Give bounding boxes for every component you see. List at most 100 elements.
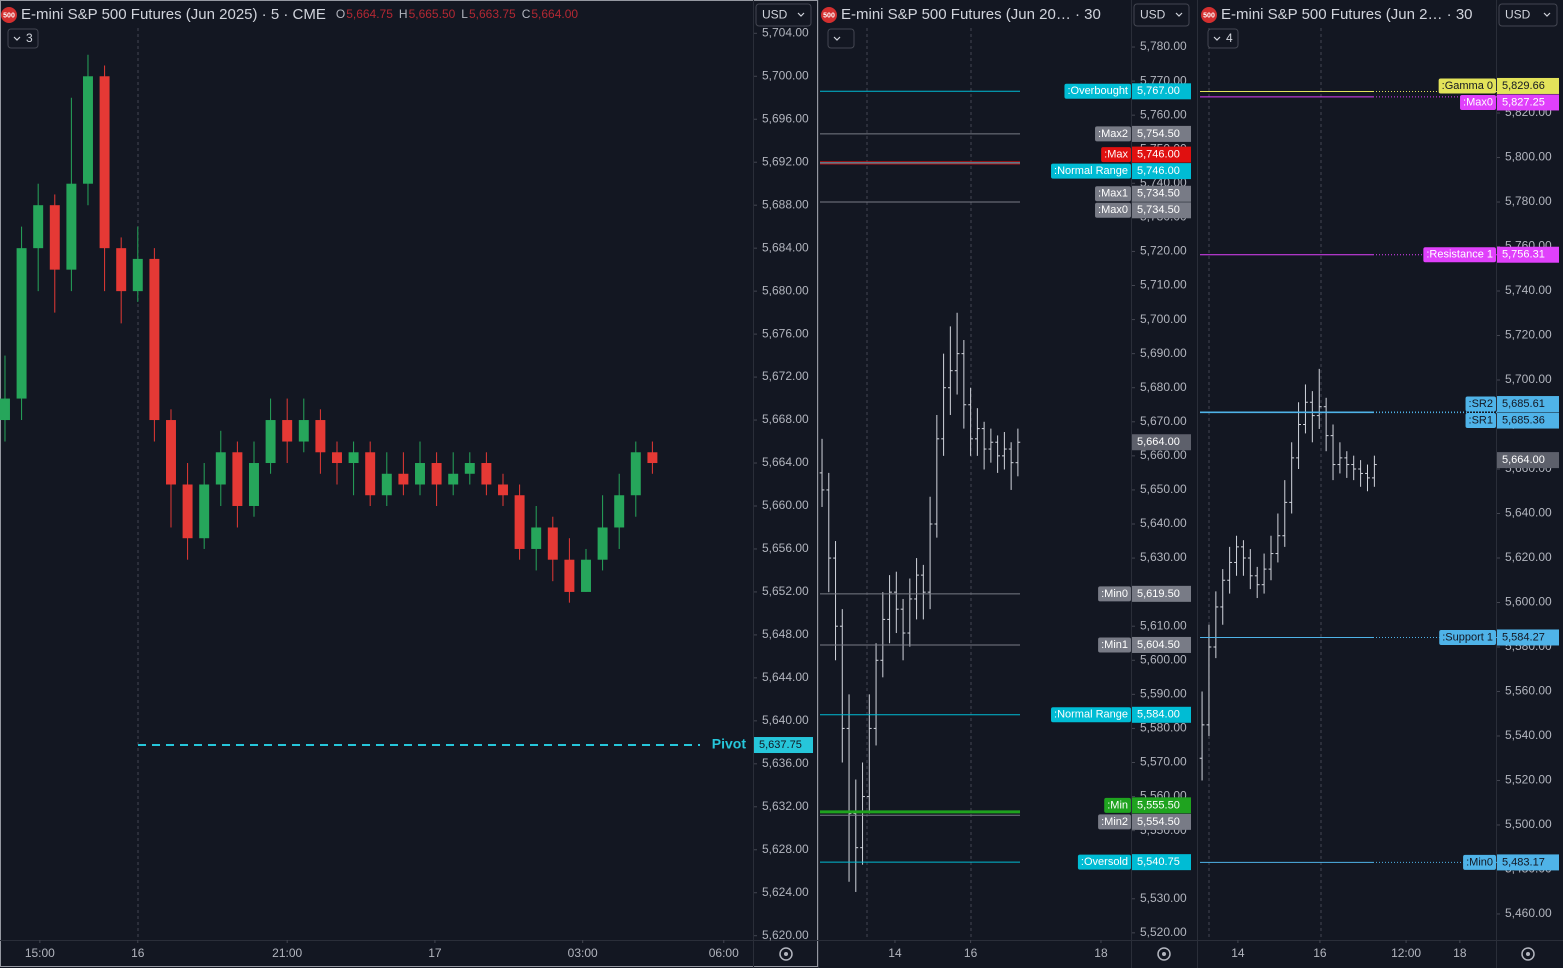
currency-label[interactable]: USD <box>1140 8 1166 22</box>
level-name-box <box>1095 186 1131 202</box>
indicators-box[interactable] <box>827 28 855 49</box>
level-name: :Resistance 1 <box>1426 249 1493 261</box>
y-tick-label: 5,580.00 <box>1140 721 1187 735</box>
y-tick-label: 5,664.00 <box>762 455 809 469</box>
settings-gear[interactable] <box>1521 947 1535 961</box>
y-tick-label: 5,688.00 <box>762 197 809 211</box>
x-tick-label: 18 <box>1094 946 1108 960</box>
y-tick-label: 5,660.00 <box>1140 448 1187 462</box>
level-name-box <box>1098 637 1131 653</box>
candle-body <box>514 495 525 549</box>
y-tick-label: 5,656.00 <box>762 541 809 555</box>
level-value-box <box>1132 706 1191 723</box>
ohlc-key: O <box>336 7 345 21</box>
y-tick-label: 5,780.00 <box>1140 39 1187 53</box>
candle-body <box>630 452 641 496</box>
candle-body <box>498 484 508 496</box>
currency-chevron[interactable] <box>1543 12 1551 17</box>
indicators-toggle[interactable] <box>827 28 855 49</box>
level-value-label: 5,554.50 <box>1137 816 1180 828</box>
candle-body <box>83 76 93 184</box>
y-tick-label: 5,680.00 <box>762 283 809 297</box>
candle-body <box>116 248 127 292</box>
y-tick-label: 5,692.00 <box>762 154 809 168</box>
level-name: :SR1 <box>1469 414 1493 426</box>
indicators-chevron[interactable] <box>13 36 21 41</box>
level-value-box <box>1132 185 1191 202</box>
y-tick-label: 5,624.00 <box>762 885 809 899</box>
level-name: :SR2 <box>1469 398 1493 410</box>
y-tick-label: 5,628.00 <box>762 842 809 856</box>
currency-label[interactable]: USD <box>762 8 788 22</box>
currency-selector[interactable]: USD <box>1498 3 1558 27</box>
y-tick-label: 5,540.00 <box>1505 728 1552 742</box>
y-tick-label: 5,640.00 <box>1140 516 1187 530</box>
currency-selector[interactable]: USD <box>755 3 812 27</box>
indicators-box[interactable] <box>7 28 39 49</box>
level-value-label: 5,555.50 <box>1137 799 1180 811</box>
y-tick-label: 5,590.00 <box>1140 687 1187 701</box>
candle-body <box>265 420 276 464</box>
gear-icon[interactable] <box>779 947 793 961</box>
indicators-chevron[interactable] <box>833 36 841 41</box>
currency-box[interactable] <box>1498 3 1558 27</box>
indicators-toggle[interactable]: 4 <box>1207 28 1239 49</box>
level-name-box <box>1460 94 1496 110</box>
currency-label[interactable]: USD <box>1505 8 1531 22</box>
indicators-count[interactable]: 4 <box>1226 31 1233 45</box>
x-tick-label: 16 <box>964 946 978 960</box>
candle-body <box>614 495 625 528</box>
ohlc-value: 5,664.00 <box>531 7 578 21</box>
candle-body <box>33 205 44 249</box>
symbol-badge-text: 500 <box>823 12 835 19</box>
indicators-toggle[interactable]: 3 <box>7 28 39 49</box>
y-tick-label: 5,610.00 <box>1140 618 1187 632</box>
y-tick-label: 5,670.00 <box>1140 414 1187 428</box>
level-name: :Support 1 <box>1442 631 1493 643</box>
level-value-label: 5,483.17 <box>1502 856 1545 868</box>
level-value-label: 5,584.00 <box>1137 709 1180 721</box>
candle-body <box>581 559 591 592</box>
y-tick-label: 5,740.00 <box>1505 283 1552 297</box>
candle-body <box>597 527 608 560</box>
currency-box[interactable] <box>1133 3 1190 27</box>
indicators-box[interactable] <box>1207 28 1239 49</box>
level-name-box <box>1465 396 1496 412</box>
candle-body <box>99 76 110 249</box>
y-tick-label: 5,520.00 <box>1140 925 1187 939</box>
level-value-box <box>1497 77 1559 94</box>
candle-body <box>315 420 326 453</box>
level-name: :Max1 <box>1098 188 1128 200</box>
gear-icon[interactable] <box>1521 947 1535 961</box>
candle-body <box>415 463 425 485</box>
indicators-chevron[interactable] <box>1213 36 1221 41</box>
currency-chevron[interactable] <box>797 12 805 17</box>
x-tick-label: 03:00 <box>568 946 598 960</box>
gear-hub[interactable] <box>1162 952 1166 956</box>
currency-chevron[interactable] <box>1175 12 1183 17</box>
level-name: :Normal Range <box>1054 165 1128 177</box>
gear-icon[interactable] <box>1157 947 1171 961</box>
chart-panel: 5,460.005,480.005,500.005,520.005,540.00… <box>1199 3 1559 960</box>
indicators-count[interactable]: 3 <box>26 31 33 45</box>
settings-gear[interactable] <box>779 947 793 961</box>
candle-body <box>531 527 542 549</box>
gear-hub[interactable] <box>1526 952 1530 956</box>
currency-selector[interactable]: USD <box>1133 3 1190 27</box>
level-value-label: 5,746.00 <box>1137 149 1180 161</box>
level-name: :Oversold <box>1081 856 1128 868</box>
y-tick-label: 5,696.00 <box>762 111 809 125</box>
last-price-label: 5,664.00 <box>1137 436 1180 448</box>
x-tick-label: 21:00 <box>272 946 302 960</box>
y-tick-label: 5,700.00 <box>1140 312 1187 326</box>
candle-body <box>149 258 160 421</box>
x-tick-label: 16 <box>1313 946 1327 960</box>
currency-box[interactable] <box>755 3 812 27</box>
level-value-label: 5,637.75 <box>759 739 802 751</box>
settings-gear[interactable] <box>1157 947 1171 961</box>
chart-panel: 5,620.00 5,624.00 5,628.00 5,632.00 5,636.00… <box>0 3 813 960</box>
level-value-label: 5,619.50 <box>1137 588 1180 600</box>
gear-hub[interactable] <box>784 952 788 956</box>
y-tick-label: 5,640.00 <box>1505 506 1552 520</box>
level-value-label: 5,746.00 <box>1137 165 1180 177</box>
